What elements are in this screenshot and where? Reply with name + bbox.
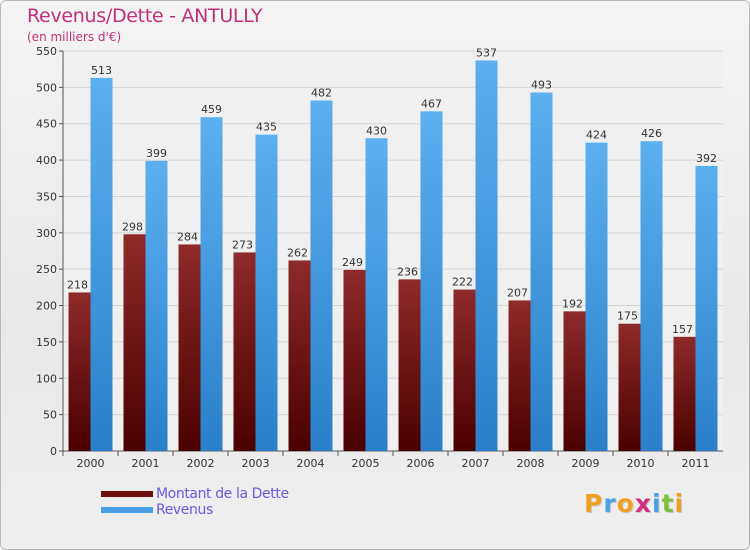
- bar-revenus: [310, 100, 333, 452]
- legend-swatch-revenus: [101, 507, 153, 513]
- bar-dette: [288, 260, 311, 451]
- x-tick-label: 2010: [627, 457, 655, 470]
- logo-letter: P: [584, 489, 604, 518]
- bar-dette: [563, 311, 586, 451]
- x-tick-label: 2011: [682, 457, 710, 470]
- x-tick-label: 2003: [242, 457, 270, 470]
- bar-dette: [178, 244, 201, 451]
- data-label-revenus: 459: [201, 103, 222, 116]
- x-tick-label: 2009: [572, 457, 600, 470]
- bar-dette: [398, 279, 421, 451]
- y-tick-label: 250: [36, 263, 57, 276]
- bar-revenus: [365, 138, 388, 452]
- y-tick-label: 500: [36, 81, 57, 94]
- bar-revenus: [640, 141, 663, 451]
- bar-revenus: [90, 77, 113, 451]
- proxiti-logo: Proxiti: [584, 489, 684, 518]
- legend-swatch-dette: [101, 491, 153, 497]
- y-tick-label: 450: [36, 118, 57, 131]
- y-tick-label: 200: [36, 300, 57, 313]
- logo-letter: x: [634, 489, 652, 518]
- chart-subtitle: (en milliers d'€): [27, 30, 122, 44]
- data-label-revenus: 467: [421, 97, 442, 110]
- legend-label-dette: Montant de la Dette: [156, 486, 289, 502]
- bar-dette: [508, 300, 531, 451]
- data-label-revenus: 424: [586, 129, 607, 142]
- x-tick-label: 2005: [352, 457, 380, 470]
- bar-dette: [343, 269, 366, 451]
- axes: 0 50 100 150 200 250 300 350 400 450 500 550 2000 200…: [36, 45, 723, 470]
- data-label-dette: 222: [452, 276, 473, 289]
- data-labels: 218 513 298 399 284 459 273 435 262 482 249 430 236 4…: [67, 46, 717, 335]
- bar-dette: [68, 292, 91, 451]
- data-label-dette: 236: [397, 265, 418, 278]
- plot-area: [63, 51, 723, 451]
- y-tick-label: 300: [36, 227, 57, 240]
- bars: [68, 60, 718, 452]
- data-label-dette: 298: [122, 220, 143, 233]
- data-label-dette: 273: [232, 238, 253, 251]
- logo-letter: t: [661, 489, 675, 518]
- data-label-revenus: 399: [146, 147, 167, 160]
- grid-lines: [63, 50, 723, 452]
- x-tick-label: 2008: [517, 457, 545, 470]
- bar-revenus: [255, 134, 278, 452]
- legend-label-revenus: Revenus: [156, 502, 213, 518]
- data-label-revenus: 482: [311, 86, 332, 99]
- logo-letter: i: [674, 489, 685, 518]
- logo-letter: r: [603, 489, 617, 518]
- bar-dette: [618, 323, 641, 451]
- data-label-revenus: 493: [531, 78, 552, 91]
- y-tick-label: 50: [43, 409, 57, 422]
- chart-title: Revenus/Dette - ANTULLY: [27, 5, 263, 27]
- data-label-dette: 192: [562, 297, 583, 310]
- data-label-revenus: 392: [696, 152, 717, 165]
- y-tick-label: 400: [36, 154, 57, 167]
- x-tick-label: 2007: [462, 457, 490, 470]
- y-tick-label: 0: [50, 445, 57, 458]
- bar-dette: [233, 252, 256, 451]
- data-label-revenus: 435: [256, 121, 277, 134]
- x-tick-label: 2006: [407, 457, 435, 470]
- data-label-revenus: 430: [366, 124, 387, 137]
- data-label-dette: 249: [342, 256, 363, 269]
- y-tick-label: 100: [36, 372, 57, 385]
- data-label-dette: 207: [507, 286, 528, 299]
- x-tick-label: 2002: [187, 457, 215, 470]
- data-label-dette: 175: [617, 310, 638, 323]
- data-label-dette: 284: [177, 230, 198, 243]
- data-label-revenus: 426: [641, 127, 662, 140]
- data-label-dette: 262: [287, 246, 308, 259]
- bar-dette: [453, 289, 476, 451]
- y-tick-label: 350: [36, 190, 57, 203]
- bar-revenus: [695, 165, 718, 451]
- bar-revenus: [585, 142, 608, 452]
- data-label-revenus: 537: [476, 46, 497, 59]
- x-tick-label: 2004: [297, 457, 325, 470]
- bar-revenus: [145, 160, 168, 451]
- data-label-dette: 218: [67, 278, 88, 291]
- x-tick-label: 2000: [77, 457, 105, 470]
- data-label-revenus: 513: [91, 64, 112, 77]
- y-tick-label: 550: [36, 45, 57, 58]
- y-tick-label: 150: [36, 336, 57, 349]
- bar-revenus: [420, 111, 443, 451]
- data-label-dette: 157: [672, 323, 693, 336]
- logo-letter: o: [616, 489, 635, 518]
- bar-dette: [673, 336, 696, 451]
- x-tick-label: 2001: [132, 457, 160, 470]
- bar-revenus: [530, 92, 553, 452]
- logo-letter: i: [652, 489, 662, 518]
- bar-dette: [123, 234, 146, 451]
- bar-revenus: [200, 117, 223, 451]
- bar-revenus: [475, 60, 498, 452]
